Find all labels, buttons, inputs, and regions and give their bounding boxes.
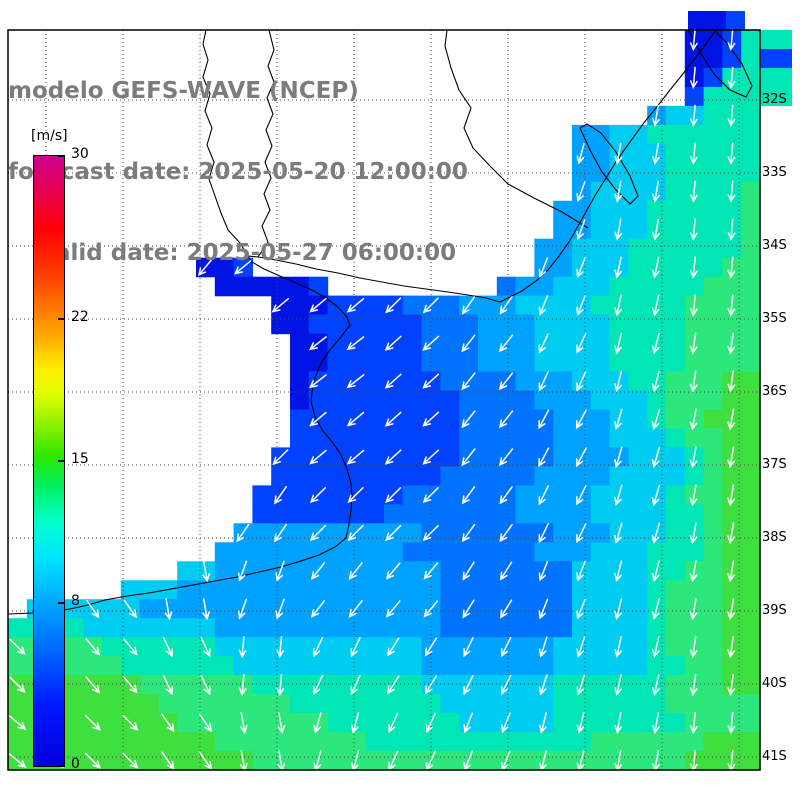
coastline	[7, 29, 753, 615]
colorbar-tick-mark	[58, 317, 65, 320]
colorbar-tick-label: 15	[71, 451, 89, 467]
field-overflow-cell	[760, 49, 792, 68]
field-overflow-cell	[707, 11, 726, 30]
lat-label: 41S	[762, 749, 787, 764]
colorbar-tick-label: 0	[71, 756, 80, 772]
colorbar-tick-label: 8	[71, 593, 80, 610]
model-title: modelo GEFS-WAVE (NCEP)	[8, 78, 359, 104]
valid-date: valid date: 2025-05-27 06:00:00	[8, 240, 457, 266]
lat-label: 36S	[762, 384, 787, 399]
colorbar-tick-label: 22	[71, 308, 89, 325]
lat-label: 37S	[762, 457, 787, 472]
colorbar-tick-mark	[58, 765, 65, 767]
wind-arrows	[8, 28, 736, 773]
lat-label: 38S	[762, 530, 787, 545]
lat-label: 34S	[762, 238, 787, 253]
colorbar-tick-label: 30	[71, 146, 89, 162]
colorbar-tick-mark	[58, 602, 65, 605]
field-overflow-cell	[760, 68, 792, 87]
wind-speed-field	[8, 11, 792, 771]
colorbar-tick-mark	[58, 460, 65, 462]
colorbar-tick-mark	[58, 155, 65, 157]
lat-label: 33S	[762, 165, 787, 180]
lat-label: 39S	[762, 603, 787, 618]
lat-label: 35S	[762, 311, 787, 326]
lat-label: 40S	[762, 676, 787, 691]
field-overflow-cell	[726, 11, 745, 30]
field-overflow-cell	[760, 30, 792, 49]
lat-label: 32S	[762, 92, 787, 107]
field-overflow-cell	[688, 11, 707, 30]
map-frame	[7, 29, 761, 771]
colorbar: [m/s] 30 22 15 8 0	[31, 128, 163, 788]
field-overflow-cell	[760, 87, 792, 106]
colorbar-unit-label: [m/s]	[31, 128, 68, 144]
